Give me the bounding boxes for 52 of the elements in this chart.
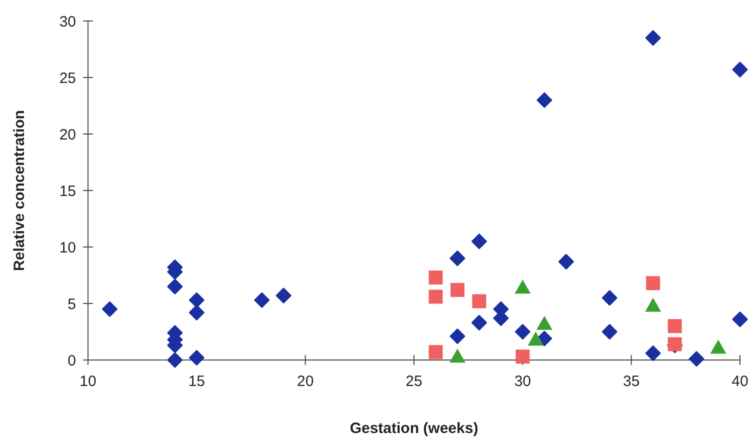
- x-tick-label: 40: [732, 373, 748, 390]
- point: [102, 301, 118, 317]
- y-tick-label: 10: [59, 239, 76, 256]
- point: [428, 290, 443, 304]
- point: [428, 270, 443, 285]
- point: [514, 280, 531, 294]
- point: [471, 314, 487, 330]
- point: [645, 298, 662, 312]
- point: [710, 340, 726, 354]
- x-tick-label: 25: [406, 373, 422, 390]
- point: [646, 276, 660, 290]
- x-tick-label: 35: [622, 373, 640, 390]
- point: [188, 304, 204, 320]
- x-tick-label: 10: [80, 373, 96, 390]
- x-tick-label: 15: [188, 373, 206, 390]
- point: [516, 350, 530, 364]
- point: [276, 288, 292, 304]
- y-tick-label: 20: [59, 126, 76, 144]
- point: [558, 254, 574, 270]
- point: [167, 352, 183, 368]
- point: [449, 348, 466, 363]
- point: [688, 351, 704, 367]
- point: [514, 324, 530, 340]
- point: [472, 294, 486, 308]
- point: [167, 278, 183, 294]
- x-axis-title: Gestation (weeks): [350, 420, 478, 437]
- point: [668, 319, 682, 334]
- point: [602, 324, 618, 340]
- point: [528, 332, 544, 346]
- point: [732, 62, 748, 78]
- y-axis-title: Relative concentration: [11, 110, 28, 271]
- x-tick-label: 20: [296, 373, 314, 390]
- x-tick-label: 30: [514, 373, 532, 390]
- point: [188, 292, 204, 308]
- point: [450, 328, 466, 344]
- point: [428, 345, 443, 360]
- y-tick-label: 15: [59, 182, 76, 200]
- point: [645, 345, 661, 361]
- point: [254, 292, 270, 308]
- point: [471, 234, 487, 250]
- point: [602, 290, 618, 306]
- point: [188, 350, 204, 366]
- y-tick-label: 30: [59, 13, 76, 30]
- point: [536, 92, 552, 108]
- y-tick-label: 25: [59, 70, 76, 87]
- point: [645, 30, 661, 46]
- y-tick-label: 0: [68, 352, 76, 370]
- point: [732, 312, 748, 328]
- point: [450, 250, 466, 266]
- point: [450, 282, 464, 297]
- y-tick-label: 5: [68, 296, 76, 313]
- point: [536, 316, 552, 330]
